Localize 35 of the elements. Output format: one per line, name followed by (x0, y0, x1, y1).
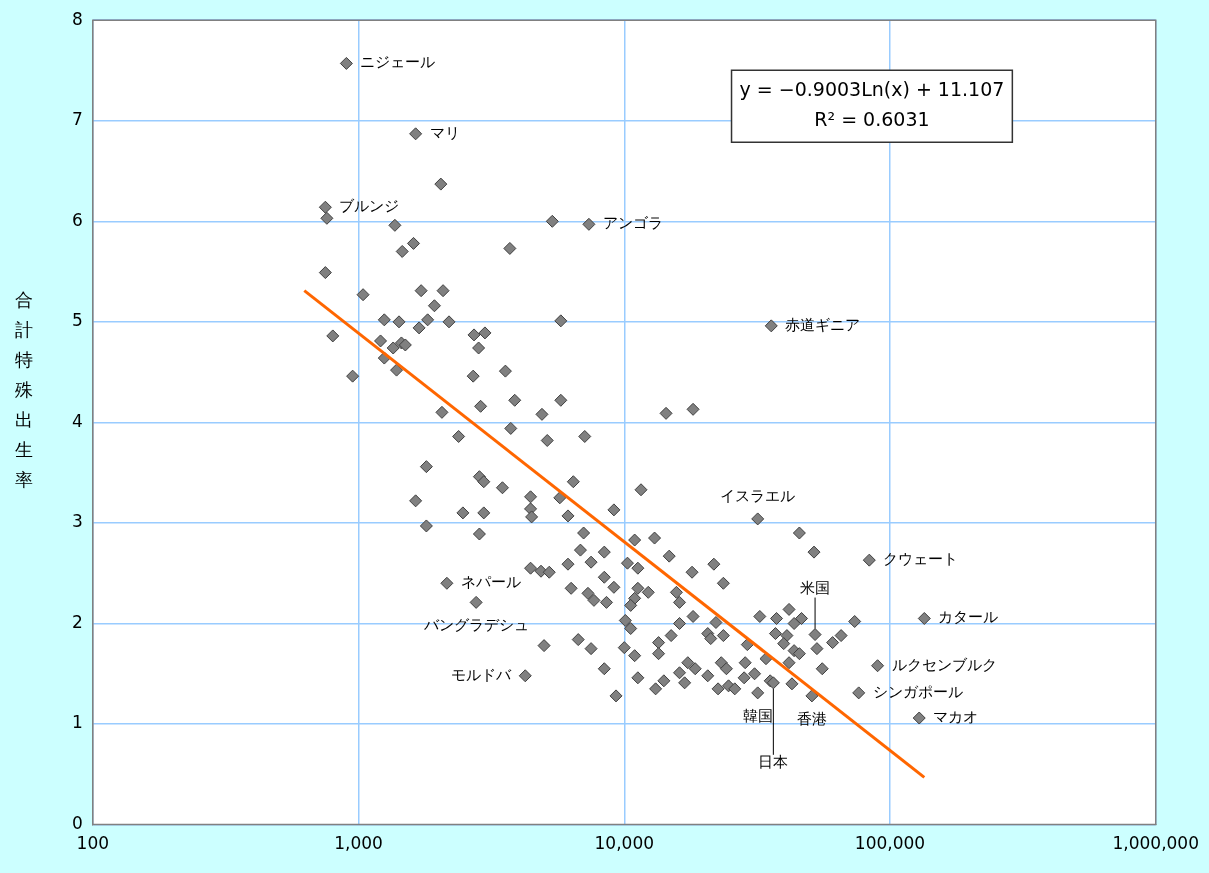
annotation: アンゴラ (602, 214, 663, 233)
annotation: ネパール (460, 573, 521, 592)
y-axis-title: 合計特殊出生率 (14, 288, 34, 492)
annotation: ニジェール (360, 53, 436, 72)
annotation: カタール (938, 608, 999, 627)
annotation: 香港 (796, 709, 827, 728)
y-tick-label: 6 (71, 209, 83, 230)
annotation: マリ (429, 123, 460, 142)
annotation: マカオ (933, 707, 979, 726)
y-tick-label: 7 (71, 109, 83, 130)
x-tick-label: 1,000,000 (1112, 833, 1200, 854)
y-tick-label: 1 (71, 712, 83, 733)
annotation: ブルンジ (339, 197, 400, 216)
x-tick-label: 100 (76, 833, 110, 854)
y-tick-label: 2 (71, 611, 83, 632)
annotation: 米国 (800, 579, 831, 598)
y-tick-label: 8 (71, 8, 83, 29)
x-tick-label: 10,000 (594, 833, 655, 854)
y-tick-label: 3 (71, 511, 83, 532)
annotation: 日本 (758, 752, 789, 771)
y-tick-label: 5 (71, 310, 83, 331)
annotation: モルドバ (451, 665, 513, 684)
annotation: R² = 0.6031 (814, 108, 930, 131)
annotation: シンガポール (872, 682, 963, 701)
annotation: 韓国 (742, 706, 773, 725)
annotation: クウェート (883, 550, 959, 569)
x-tick-label: 1,000 (334, 833, 383, 854)
annotation: y = −0.9003Ln(x) + 11.107 (739, 78, 1005, 101)
annotation: ルクセンブルク (891, 655, 997, 674)
y-tick-label: 0 (71, 813, 83, 834)
annotation: バングラデシュ (422, 616, 529, 635)
annotation: イスラエル (720, 486, 796, 505)
y-tick-label: 4 (71, 410, 83, 431)
x-tick-label: 100,000 (854, 833, 926, 854)
annotation: 赤道ギニア (785, 315, 861, 334)
